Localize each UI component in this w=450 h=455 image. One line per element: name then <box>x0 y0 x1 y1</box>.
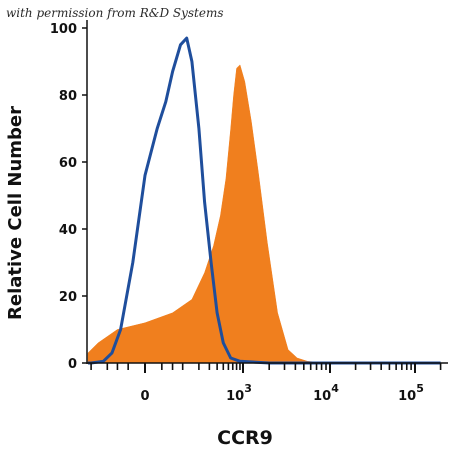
y-tick-label-0: 0 <box>68 357 77 372</box>
y-axis-title: Relative Cell Number <box>5 106 26 320</box>
x-tick-label-2: 104 <box>313 382 339 404</box>
y-tick-label-40: 40 <box>59 223 77 238</box>
x-axis-title: CCR9 <box>217 427 273 449</box>
y-tick-label-80: 80 <box>59 89 77 104</box>
y-tick-label-20: 20 <box>59 290 77 305</box>
x-tick-label-1: 103 <box>226 382 252 404</box>
x-tick-label-3: 105 <box>398 382 424 404</box>
y-tick-label-100: 100 <box>50 22 77 37</box>
x-tick-label-0: 0 <box>140 389 149 404</box>
y-tick-label-60: 60 <box>59 156 77 171</box>
watermark-text: with permission from R&D Systems <box>6 6 224 20</box>
series-line-1 <box>88 36 441 365</box>
